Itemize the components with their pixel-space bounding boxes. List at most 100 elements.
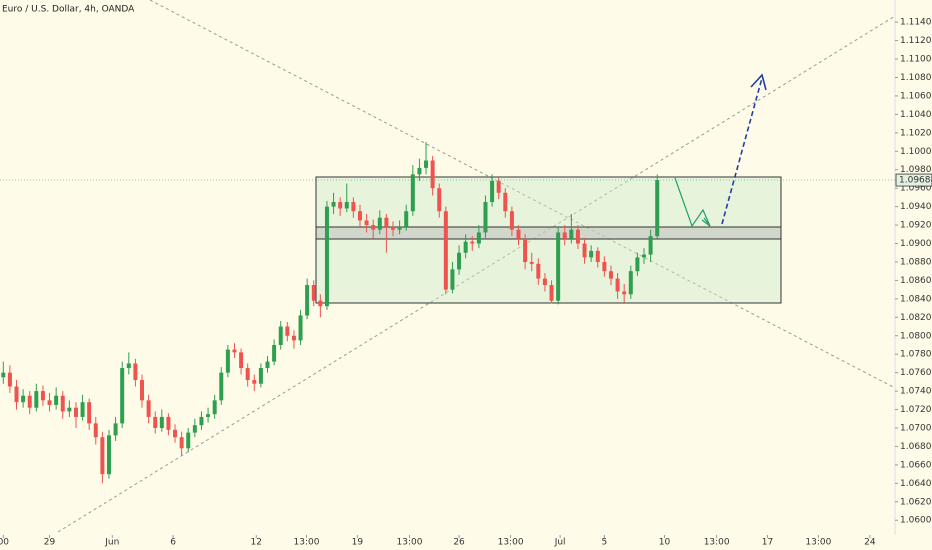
candle-body: [140, 380, 145, 401]
candle-body: [245, 368, 250, 381]
candle-body: [146, 400, 151, 417]
candle-body: [166, 416, 171, 430]
y-tick-label: 1.11000: [900, 55, 932, 65]
y-tick-label: 1.10600: [900, 91, 932, 101]
x-tick-label: 13:00: [294, 538, 320, 548]
candle-body: [509, 211, 514, 230]
candle-body: [87, 402, 92, 424]
candle-body: [100, 437, 105, 475]
last-price-label: 1.09688: [899, 176, 932, 186]
trend-line: [149, 0, 896, 389]
candle-body: [655, 180, 660, 237]
candle-body: [523, 238, 528, 262]
x-tick-label: 00: [0, 538, 9, 548]
x-tick-label: 10: [659, 538, 671, 548]
y-tick-label: 1.09200: [900, 221, 932, 231]
arrow-head: [701, 217, 711, 227]
candle-body: [120, 368, 125, 424]
y-tick-label: 1.06000: [900, 516, 932, 526]
candle-body: [642, 254, 647, 258]
candle-body: [450, 269, 455, 290]
candle-body: [384, 217, 389, 227]
x-tick-label: 24: [864, 538, 876, 548]
candle-body: [232, 349, 237, 353]
candle-body: [536, 263, 541, 279]
candle-body: [47, 400, 52, 405]
y-tick-label: 1.08400: [900, 294, 932, 304]
candle-body: [575, 229, 580, 244]
candle-body: [73, 407, 78, 417]
candle-body: [133, 363, 138, 381]
candle-body: [357, 211, 362, 221]
candle-body: [443, 211, 448, 290]
candle-body: [622, 291, 627, 295]
candle-body: [186, 432, 191, 449]
candle-body: [463, 241, 468, 253]
candle-body: [67, 407, 72, 412]
candle-body: [252, 380, 257, 384]
candle-body: [225, 349, 230, 373]
candle-body: [344, 202, 349, 209]
y-tick-label: 1.10200: [900, 128, 932, 138]
candle-body: [40, 391, 45, 401]
y-tick-label: 1.09800: [900, 165, 932, 175]
candle-body: [470, 241, 475, 244]
y-tick-label: 1.11200: [900, 36, 932, 46]
y-tick-label: 1.07200: [900, 405, 932, 415]
y-tick-label: 1.06600: [900, 460, 932, 470]
candle-body: [324, 206, 329, 307]
y-tick-label: 1.09000: [900, 239, 932, 249]
y-tick-label: 1.07400: [900, 387, 932, 397]
candle-body: [457, 252, 462, 270]
candle-body: [7, 372, 12, 387]
candle-body: [27, 395, 32, 408]
candle-body: [14, 386, 19, 403]
y-tick-label: 1.10000: [900, 147, 932, 157]
y-tick-label: 1.06400: [900, 479, 932, 489]
candle-body: [648, 236, 653, 255]
candle-body: [80, 402, 85, 417]
candle-body: [278, 326, 283, 345]
candle-body: [364, 220, 369, 226]
x-tick-label: 13:00: [805, 538, 831, 548]
y-tick-label: 1.09600: [900, 184, 932, 194]
candle-body: [212, 400, 217, 415]
candle-body: [331, 202, 336, 207]
candle-body: [126, 363, 131, 369]
candle-body: [272, 344, 277, 362]
x-tick-label: 13:00: [397, 538, 423, 548]
candle-body: [529, 261, 534, 264]
candle-body: [298, 315, 303, 341]
y-tick-label: 1.08200: [900, 313, 932, 323]
pivot-zone: [315, 226, 782, 240]
candle-body: [338, 202, 343, 209]
candle-body: [503, 192, 508, 212]
candle-body: [258, 368, 263, 384]
projection-arrow: [721, 77, 763, 225]
candle-body: [318, 300, 323, 307]
candle-body: [34, 391, 39, 408]
y-tick-label: 1.09400: [900, 202, 932, 212]
candle-body: [490, 180, 495, 203]
y-tick-label: 1.07800: [900, 350, 932, 360]
candles: [1, 142, 660, 484]
candle-body: [615, 278, 620, 292]
y-tick-label: 1.08600: [900, 276, 932, 286]
y-tick-label: 1.07600: [900, 368, 932, 378]
x-tick-label: 29: [44, 538, 56, 548]
y-tick-label: 1.06200: [900, 497, 932, 507]
candle-body: [219, 372, 224, 401]
candle-body: [60, 395, 65, 412]
x-tick-label: 26: [453, 538, 465, 548]
candle-body: [291, 335, 296, 341]
candle-body: [391, 226, 396, 230]
candle-body: [192, 425, 197, 433]
candle-body: [628, 271, 633, 295]
candle-body: [371, 225, 376, 230]
candle-body: [582, 243, 587, 258]
candle-body: [549, 285, 554, 301]
candle-body: [93, 423, 98, 438]
candle-body: [437, 188, 442, 212]
